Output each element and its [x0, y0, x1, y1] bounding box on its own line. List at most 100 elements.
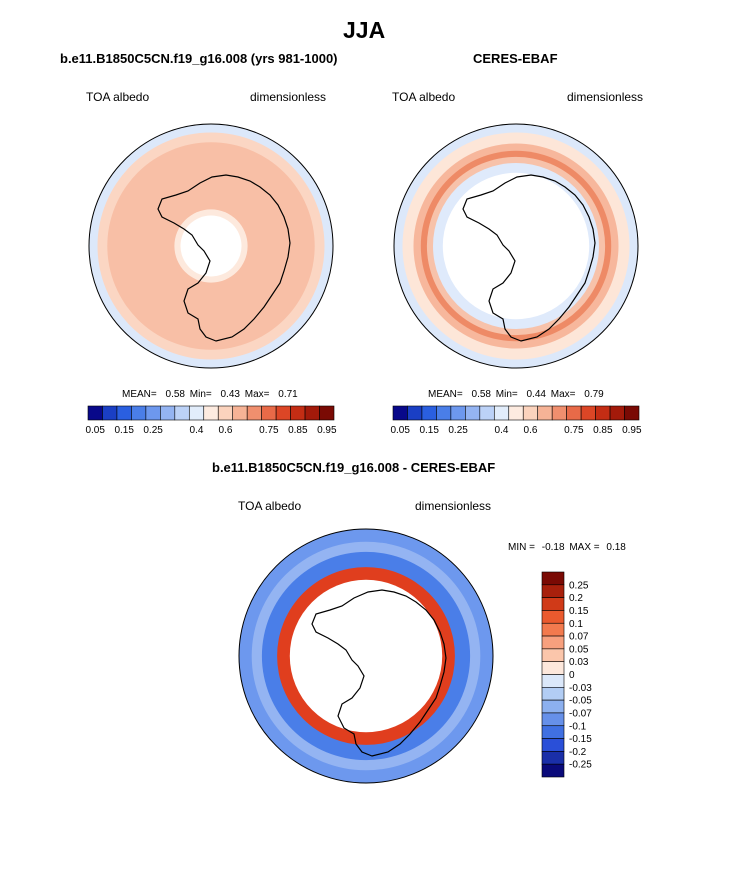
panel-1-colorbar-cell [160, 405, 176, 421]
panel-2-colorbar-cell [479, 405, 495, 421]
panel-1-colorbar-cell [131, 405, 147, 421]
panel-1-colorbar-tick-label: 0.4 [190, 425, 204, 436]
panel-1-colorbar-cell [102, 405, 118, 421]
panel-2-colorbar-cell [522, 405, 539, 421]
panel-3-field-band-4 [289, 579, 443, 733]
panel-1-colorbar-cell [319, 405, 335, 421]
panel-2-field-bands [394, 124, 638, 368]
panel-2-map-border [393, 123, 639, 369]
panel-3-colorbar-cell [541, 712, 565, 727]
panel-2-colorbar-cell [624, 405, 640, 421]
panel-2-colorbar-cell [436, 405, 452, 421]
panel-3-colorbar-cell [541, 597, 565, 611]
panel-3-right-label: dimensionless [415, 499, 492, 513]
panel-1-mean-label: MEAN= [122, 389, 157, 400]
panel-1-colorbar-tick-label: 0.05 [85, 425, 105, 436]
panel-1-min-value: 0.43 [220, 389, 240, 400]
panel-2-colorbar-tick-label: 0.6 [524, 425, 538, 436]
panel-3-colorbar-tick-label: -0.15 [569, 734, 592, 745]
panel-1-colorbar-cell [87, 405, 103, 421]
panel-1-colorbar-cell [203, 405, 219, 421]
page-title: JJA [343, 17, 386, 43]
panel-1-max-label: Max= [244, 389, 270, 400]
panel-3-map [238, 528, 494, 784]
panel-1-antarctica-outline [157, 174, 291, 342]
panel-3-map-border [238, 528, 494, 784]
panel-1-colorbar: 0.05 0.15 0.25 0.4 0.6 0.75 0.85 0.95 [85, 405, 337, 436]
panel-1-colorbar-tick-label: 0.75 [259, 425, 279, 436]
panel-3-colorbar-cell [541, 661, 565, 675]
panel-2-colorbar-cell [450, 405, 466, 421]
panel-2-colorbar-cell [421, 405, 437, 421]
panel-3-colorbar-tick-label: 0 [569, 670, 575, 681]
panel-2-colorbar-cell [580, 405, 596, 421]
panel-1-colorbar-tick-label: 0.6 [219, 425, 233, 436]
panel-2-right-label: dimensionless [567, 90, 644, 104]
panel-2-colorbar-cell [595, 405, 611, 421]
panel-1-colorbar-cell [261, 405, 277, 421]
panel-3-colorbar-tick-label: -0.03 [569, 683, 592, 694]
panel-1-colorbar-cell [145, 405, 161, 421]
panel-3-colorbar-cell [541, 648, 565, 662]
panel-3-colorbar-cell [541, 635, 565, 650]
panel-3-colorbar-cell [541, 763, 565, 778]
panel-2-max-label: Max= [550, 389, 576, 400]
panel-2-title: CERES-EBAF [473, 51, 558, 66]
panel-1-colorbar-cell [174, 405, 190, 421]
panel-1-max-value: 0.71 [278, 389, 298, 400]
panel-1-field-band-4 [180, 215, 242, 277]
panel-2-mean-value: 0.58 [471, 389, 491, 400]
panel-1-title: b.e11.B1850C5CN.f19_g16.008 (yrs 981-100… [60, 51, 338, 66]
panel-3-min-value: -0.18 [541, 542, 565, 553]
panel-3-colorbar-tick-label: -0.2 [569, 747, 587, 758]
panel-2-colorbar-tick-label: 0.95 [622, 425, 642, 436]
panel-3-colorbar-tick-label: -0.05 [569, 696, 592, 707]
panel-2-colorbar-tick-label: 0.4 [495, 425, 509, 436]
panel-2-colorbar-cell [392, 405, 408, 421]
panel-2-min-value: 0.44 [526, 389, 546, 400]
panel-2-map [393, 123, 639, 369]
panel-1-colorbar-tick-label: 0.85 [288, 425, 308, 436]
panel-3-max-value: 0.18 [606, 542, 626, 553]
panel-2-field-band-6 [442, 172, 590, 320]
panel-1-colorbar-tick-label: 0.15 [114, 425, 134, 436]
panel-3-colorbar-tick-label: 0.25 [569, 580, 589, 591]
panel-1-colorbar-tick-label: 0.25 [143, 425, 163, 436]
panel-2-antarctica-outline [462, 174, 596, 342]
panel-3-colorbar-tick-label: -0.25 [569, 760, 592, 771]
panel-1-map [88, 123, 334, 369]
panel-1-left-label: TOA albedo [86, 90, 150, 104]
panel-2-mean-label: MEAN= [428, 389, 463, 400]
panel-2-colorbar-cell [566, 405, 582, 421]
panel-3-colorbar-cell [541, 610, 565, 624]
panel-3-colorbar-tick-label: 0.07 [569, 632, 589, 643]
panel-2-colorbar-cell [493, 405, 510, 421]
panel-3-stats: MIN = -0.18 MAX = 0.18 [508, 542, 626, 553]
panel-2-min-label: Min= [495, 389, 518, 400]
panel-3-colorbar-tick-label: -0.1 [569, 721, 587, 732]
panel-1-map-border [88, 123, 334, 369]
panel-3-max-label: MAX = [569, 542, 600, 553]
panel-3-colorbar-cell [541, 571, 565, 586]
panel-1-colorbar-cell [275, 405, 291, 421]
panel-3-colorbar-cell [541, 738, 565, 752]
panel-3-antarctica-outline [311, 589, 447, 757]
panel-2-colorbar: 0.05 0.15 0.25 0.4 0.6 0.75 0.85 0.95 [390, 405, 642, 436]
panel-2-colorbar-tick-label: 0.15 [419, 425, 439, 436]
panel-3-colorbar-cell [541, 699, 565, 714]
panel-3-colorbar-cell [541, 751, 565, 765]
panel-3-colorbar-tick-label: -0.07 [569, 708, 592, 719]
panel-1-colorbar-tick-label: 0.95 [317, 425, 337, 436]
panel-3-title: b.e11.B1850C5CN.f19_g16.008 - CERES-EBAF [212, 460, 496, 475]
panel-3-colorbar-cell [541, 584, 565, 598]
panel-1-colorbar-cell [246, 405, 262, 421]
panel-1-field-bands [89, 124, 333, 368]
panel-2-colorbar-cell [465, 405, 481, 421]
panel-2-colorbar-tick-label: 0.05 [390, 425, 410, 436]
panel-1-colorbar-cell [232, 405, 248, 421]
panel-3-colorbar-cell [541, 674, 565, 688]
panel-3-colorbar-tick-label: 0.2 [569, 593, 583, 604]
panel-3-min-label: MIN = [508, 542, 535, 553]
panel-1-right-label: dimensionless [250, 90, 327, 104]
panel-2-left-label: TOA albedo [392, 90, 456, 104]
